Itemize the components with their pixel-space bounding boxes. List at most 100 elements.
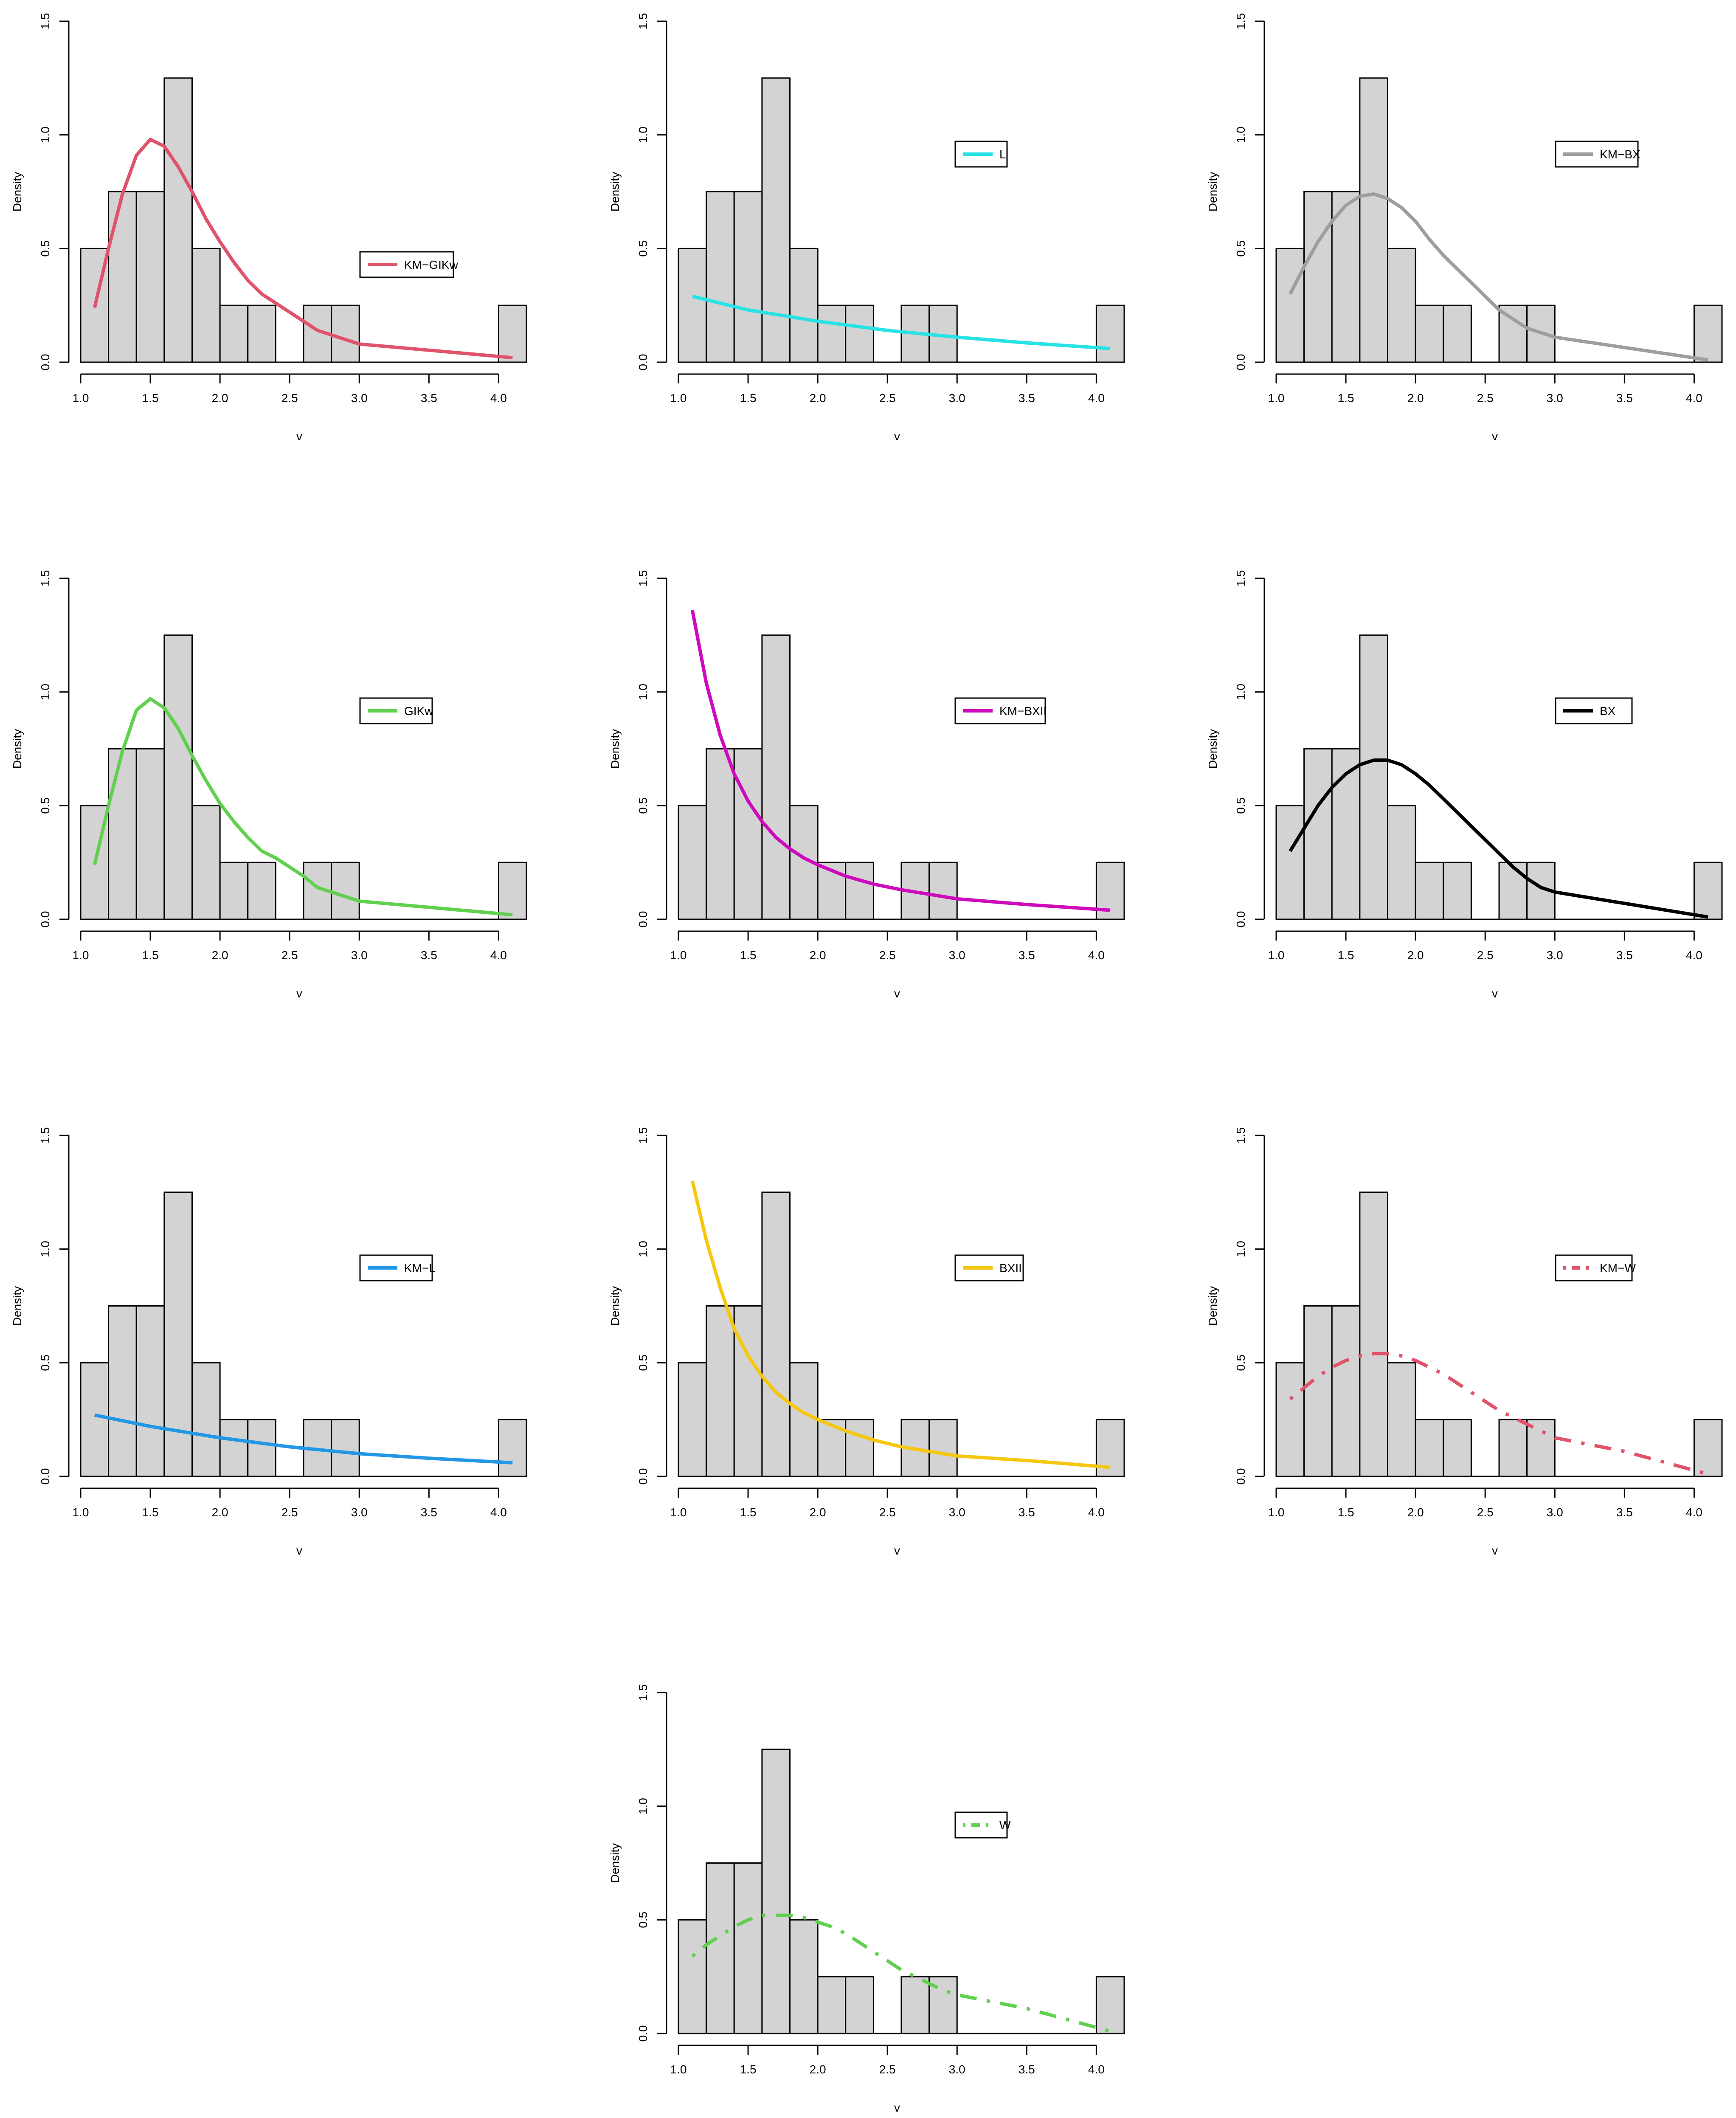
y-axis-label: Density	[1206, 729, 1219, 769]
histogram-bars	[678, 634, 1125, 920]
x-tick-label: 3.5	[1616, 949, 1633, 962]
x-tick-label: 1.0	[1268, 391, 1285, 405]
x-tick-label: 3.5	[421, 949, 437, 962]
x-tick-label: 2.5	[281, 1506, 298, 1519]
y-axis-label: Density	[11, 172, 24, 211]
x-tick-label: 1.0	[670, 2063, 687, 2076]
y-tick-label: 0.5	[1234, 240, 1247, 257]
histogram-bar	[733, 1862, 763, 2034]
x-tick-label: 3.0	[949, 2063, 965, 2076]
legend: KM−BXII	[954, 697, 1047, 724]
histogram-bar	[733, 191, 763, 363]
y-tick-label: 1.0	[636, 1241, 650, 1257]
histogram-bar	[108, 191, 137, 363]
x-tick-label: 1.0	[670, 391, 687, 405]
histogram-bar	[761, 634, 791, 920]
legend-box	[1555, 1254, 1633, 1282]
x-tick-label: 2.0	[1407, 949, 1424, 962]
histogram-bar	[108, 748, 137, 920]
histogram-bar	[761, 77, 791, 363]
y-tick-label: 0.5	[39, 797, 52, 814]
x-tick-label: 3.0	[949, 391, 965, 405]
y-tick-label: 1.0	[39, 1241, 52, 1257]
x-tick-label: 3.0	[1547, 391, 1563, 405]
y-tick-label: 0.0	[636, 911, 650, 928]
chart-panel-9: 1.0 1.5 2.0 2.5 3.0 3.5 4.0 0.0 0.5 1.0 1.5 v Densit…	[1206, 1127, 1723, 1557]
histogram-bar	[1331, 191, 1361, 363]
y-axis-label: Density	[608, 729, 622, 769]
y-tick-label: 0.0	[39, 354, 52, 371]
histogram-bar	[1275, 1362, 1305, 1477]
histogram-bars	[1275, 77, 1723, 363]
chart-panel-8: 1.0 1.5 2.0 2.5 3.0 3.5 4.0 0.0 0.5 1.0 1.5 v Densit…	[608, 1127, 1125, 1557]
axes: 1.0 1.5 2.0 2.5 3.0 3.5 4.0 0.0 0.5 1.0 1.5	[636, 13, 1105, 405]
chart-panel-4: 1.0 1.5 2.0 2.5 3.0 3.5 4.0 0.0 0.5 1.0 1.5 v Densit…	[11, 570, 527, 1000]
x-tick-label: 2.0	[1407, 391, 1424, 405]
y-axis-label: Density	[1206, 1286, 1219, 1326]
x-tick-label: 4.0	[1088, 1506, 1105, 1519]
x-tick-label: 2.0	[810, 2063, 826, 2076]
x-tick-label: 2.5	[879, 2063, 896, 2076]
y-tick-label: 1.0	[39, 127, 52, 143]
histogram-bar	[845, 304, 874, 363]
x-tick-label: 4.0	[1088, 2063, 1105, 2076]
histogram-bar	[928, 1419, 958, 1477]
histogram-bars	[80, 77, 527, 363]
histogram-bar	[135, 748, 165, 920]
x-tick-label: 2.0	[1407, 1506, 1424, 1519]
legend: KM−W	[1555, 1254, 1636, 1282]
x-tick-label: 2.5	[281, 949, 298, 962]
histogram-bar	[219, 862, 249, 920]
histogram-bar	[789, 1362, 819, 1477]
histogram-bar	[191, 248, 221, 363]
legend: KM−BX	[1555, 141, 1640, 168]
x-tick-label: 2.0	[810, 949, 826, 962]
histogram-bar	[331, 304, 360, 363]
axes: 1.0 1.5 2.0 2.5 3.0 3.5 4.0 0.0 0.5 1.0 1.5	[1234, 1127, 1702, 1519]
histogram-bar	[761, 1191, 791, 1477]
histogram-bar	[1331, 1305, 1361, 1477]
y-tick-label: 1.5	[636, 570, 650, 587]
legend-label: BX	[1600, 704, 1616, 718]
x-tick-label: 1.0	[73, 949, 89, 962]
x-tick-label: 3.5	[1019, 1506, 1035, 1519]
histogram-bar	[1387, 248, 1416, 363]
y-tick-label: 0.0	[1234, 911, 1247, 928]
histogram-bar	[498, 304, 527, 363]
histogram-bar	[247, 862, 276, 920]
legend-label: GIKw	[404, 704, 433, 718]
x-tick-label: 2.5	[1477, 1506, 1494, 1519]
x-tick-label: 4.0	[1088, 391, 1105, 405]
y-tick-label: 1.0	[636, 684, 650, 700]
x-tick-label: 3.0	[351, 391, 368, 405]
x-tick-label: 3.0	[351, 1506, 368, 1519]
y-axis-label: Density	[608, 172, 622, 211]
histogram-bar	[1095, 304, 1125, 363]
histogram-bar	[706, 748, 735, 920]
chart-panel-3: 1.0 1.5 2.0 2.5 3.0 3.5 4.0 0.0 0.5 1.0 1.5 v Densit…	[1206, 13, 1723, 443]
x-axis-label: v	[894, 2101, 900, 2114]
histogram-bar	[191, 1362, 221, 1477]
histogram-bar	[1275, 248, 1305, 363]
x-tick-label: 4.0	[1088, 949, 1105, 962]
x-tick-label: 3.5	[421, 391, 437, 405]
x-tick-label: 2.0	[810, 391, 826, 405]
axes: 1.0 1.5 2.0 2.5 3.0 3.5 4.0 0.0 0.5 1.0 1.5	[636, 570, 1105, 962]
legend: KM−L	[359, 1254, 436, 1282]
x-tick-label: 3.5	[1616, 1506, 1633, 1519]
x-tick-label: 1.5	[740, 2063, 757, 2076]
x-tick-label: 1.5	[1338, 391, 1354, 405]
x-tick-label: 2.5	[879, 949, 896, 962]
y-axis-label: Density	[11, 729, 24, 769]
y-tick-label: 1.5	[636, 1684, 650, 1701]
legend: BX	[1555, 697, 1633, 724]
legend-label: KM−GIKw	[404, 258, 459, 271]
density-curve	[1289, 192, 1708, 362]
y-tick-label: 1.5	[1234, 13, 1247, 30]
density-curve	[1289, 758, 1708, 919]
legend: GIKw	[359, 697, 433, 724]
histogram-bar	[1387, 1362, 1416, 1477]
axes: 1.0 1.5 2.0 2.5 3.0 3.5 4.0 0.0 0.5 1.0 1.5	[636, 1684, 1105, 2076]
y-tick-label: 1.5	[1234, 1127, 1247, 1144]
axes: 1.0 1.5 2.0 2.5 3.0 3.5 4.0 0.0 0.5 1.0 1.5	[1234, 570, 1702, 962]
